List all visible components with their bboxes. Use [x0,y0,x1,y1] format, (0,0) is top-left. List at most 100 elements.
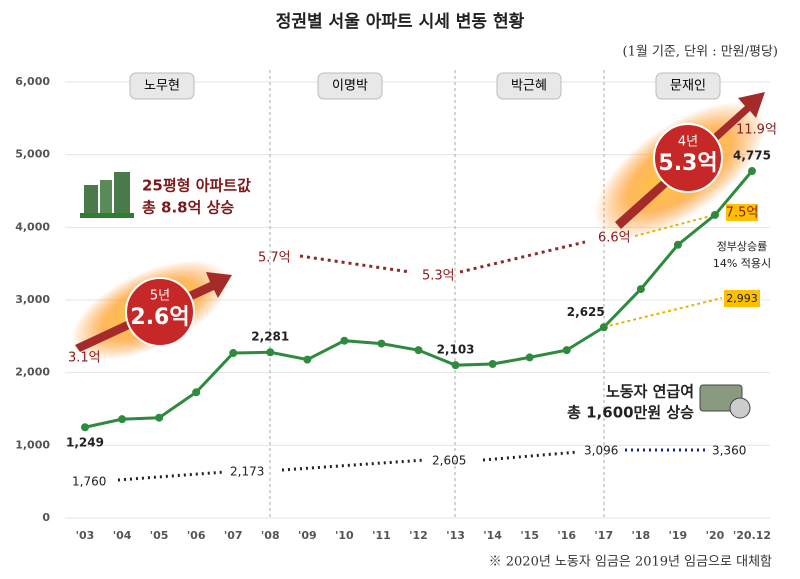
term1-badge: 5년 2.6억 [125,277,195,347]
point [562,346,571,355]
term2-badge: 4년 5.3억 [653,123,723,193]
price-label: 11.9억 [736,123,777,138]
x-tick-label: '17 [594,529,613,542]
x-tick-label: '12 [409,529,428,542]
wage-label: 2,173 [230,465,264,479]
wage-note: 노동자 연급여 총 1,600만원 상승 [567,383,751,422]
y-tick-label: 2,000 [15,366,50,379]
x-tick-label: '09 [298,529,317,542]
note-text: 총 1,600만원 상승 [567,404,694,422]
wage-label: 1,760 [72,475,106,489]
price-label: 3.1억 [68,351,101,366]
subtitle: (1월 기준, 단위 : 만원/평당) [623,45,778,60]
badge-text: 5.3억 [658,151,717,176]
regime-tag [317,72,383,100]
point [599,323,608,332]
projection [603,297,723,328]
y-tick-label: 5,000 [15,148,50,161]
wage-trends [117,448,705,482]
point [266,348,275,357]
ground-icon [80,213,134,218]
badge-text: 4년 [678,135,698,150]
regime-tags: 노무현 이명박 박근혜 문재인 [129,72,721,100]
y-tick-label: 1,000 [15,438,50,451]
label-box [724,290,760,307]
apartment-note: 25평형 아파트값 총 8.8억 상승 [80,172,251,218]
point [118,415,127,424]
trend [459,240,586,274]
price-label: 6.6억 [598,231,631,246]
x-tick-label: '03 [76,529,95,542]
trend [281,458,426,472]
y-tick-label: 3,000 [15,293,50,306]
price-label: 7.5억 [726,206,759,221]
value-label: 2,103 [437,343,475,357]
point [303,355,312,364]
point [414,346,423,355]
trend [482,450,579,462]
building-icon [84,185,98,213]
wage-label: 3,360 [712,444,746,458]
x-tick-label: '08 [261,529,280,542]
building-icon [114,172,130,213]
badge-text: 5년 [150,289,170,304]
x-tick-label: '11 [372,529,391,542]
x-tick-label: '05 [150,529,169,542]
point [81,423,89,432]
value-label: 1,249 [66,436,104,450]
note-text: 노동자 연급여 [606,383,694,401]
regime-label: 문재인 [670,79,706,94]
regime-tag [129,72,195,100]
regime-tag [655,72,721,100]
value-label: 2,625 [567,305,605,319]
point [636,285,645,294]
regime-tag [496,72,562,100]
x-tick-label: '20.12 [733,529,771,542]
regime-label: 이명박 [332,79,368,94]
point [748,167,756,176]
x-tick-label: '14 [483,529,502,542]
trend [299,254,411,274]
trend [117,470,226,482]
gov-note: 정부상승률 [717,240,768,253]
x-tick-label: '20 [706,529,725,542]
regime-separators [269,70,605,518]
label-box [726,204,758,221]
point [377,339,386,348]
price-label: 5.3억 [422,269,455,284]
chart-title: 정권별 서울 아파트 시세 변동 현황 [276,12,525,32]
x-tick-label: '13 [446,529,465,542]
projection [634,212,723,237]
gov-note: 14% 적용시 [713,257,771,270]
x-tick-label: '16 [557,529,576,542]
footnote: ※ 2020년 노동자 임금은 2019년 임금으로 대체함 [489,555,772,570]
badge [653,123,723,193]
note-text: 총 8.8억 상승 [142,199,234,217]
note-text: 25평형 아파트값 [142,177,251,195]
coin-icon [729,397,751,419]
point [340,336,349,345]
point [710,210,719,219]
price-label: 5.7억 [258,251,291,266]
projections [603,212,723,328]
wage-label: 3,096 [584,444,618,458]
value-label: 4,775 [733,149,771,163]
point [525,353,534,362]
x-tick-label: '10 [335,529,354,542]
point [192,388,201,397]
x-tick-label: '06 [187,529,206,542]
x-tick-label: '18 [631,529,650,542]
y-tick-label: 6,000 [15,75,50,88]
badge [125,277,195,347]
x-tick-label: '19 [669,529,688,542]
price-trends [299,240,586,274]
x-tick-label: '15 [520,529,539,542]
building-icon [100,180,112,213]
point [673,240,682,249]
x-tick-label: '07 [224,529,243,542]
price-label: 2,993 [726,292,758,305]
value-label: 2,281 [251,330,289,344]
y-tick-label: 0 [42,511,50,524]
